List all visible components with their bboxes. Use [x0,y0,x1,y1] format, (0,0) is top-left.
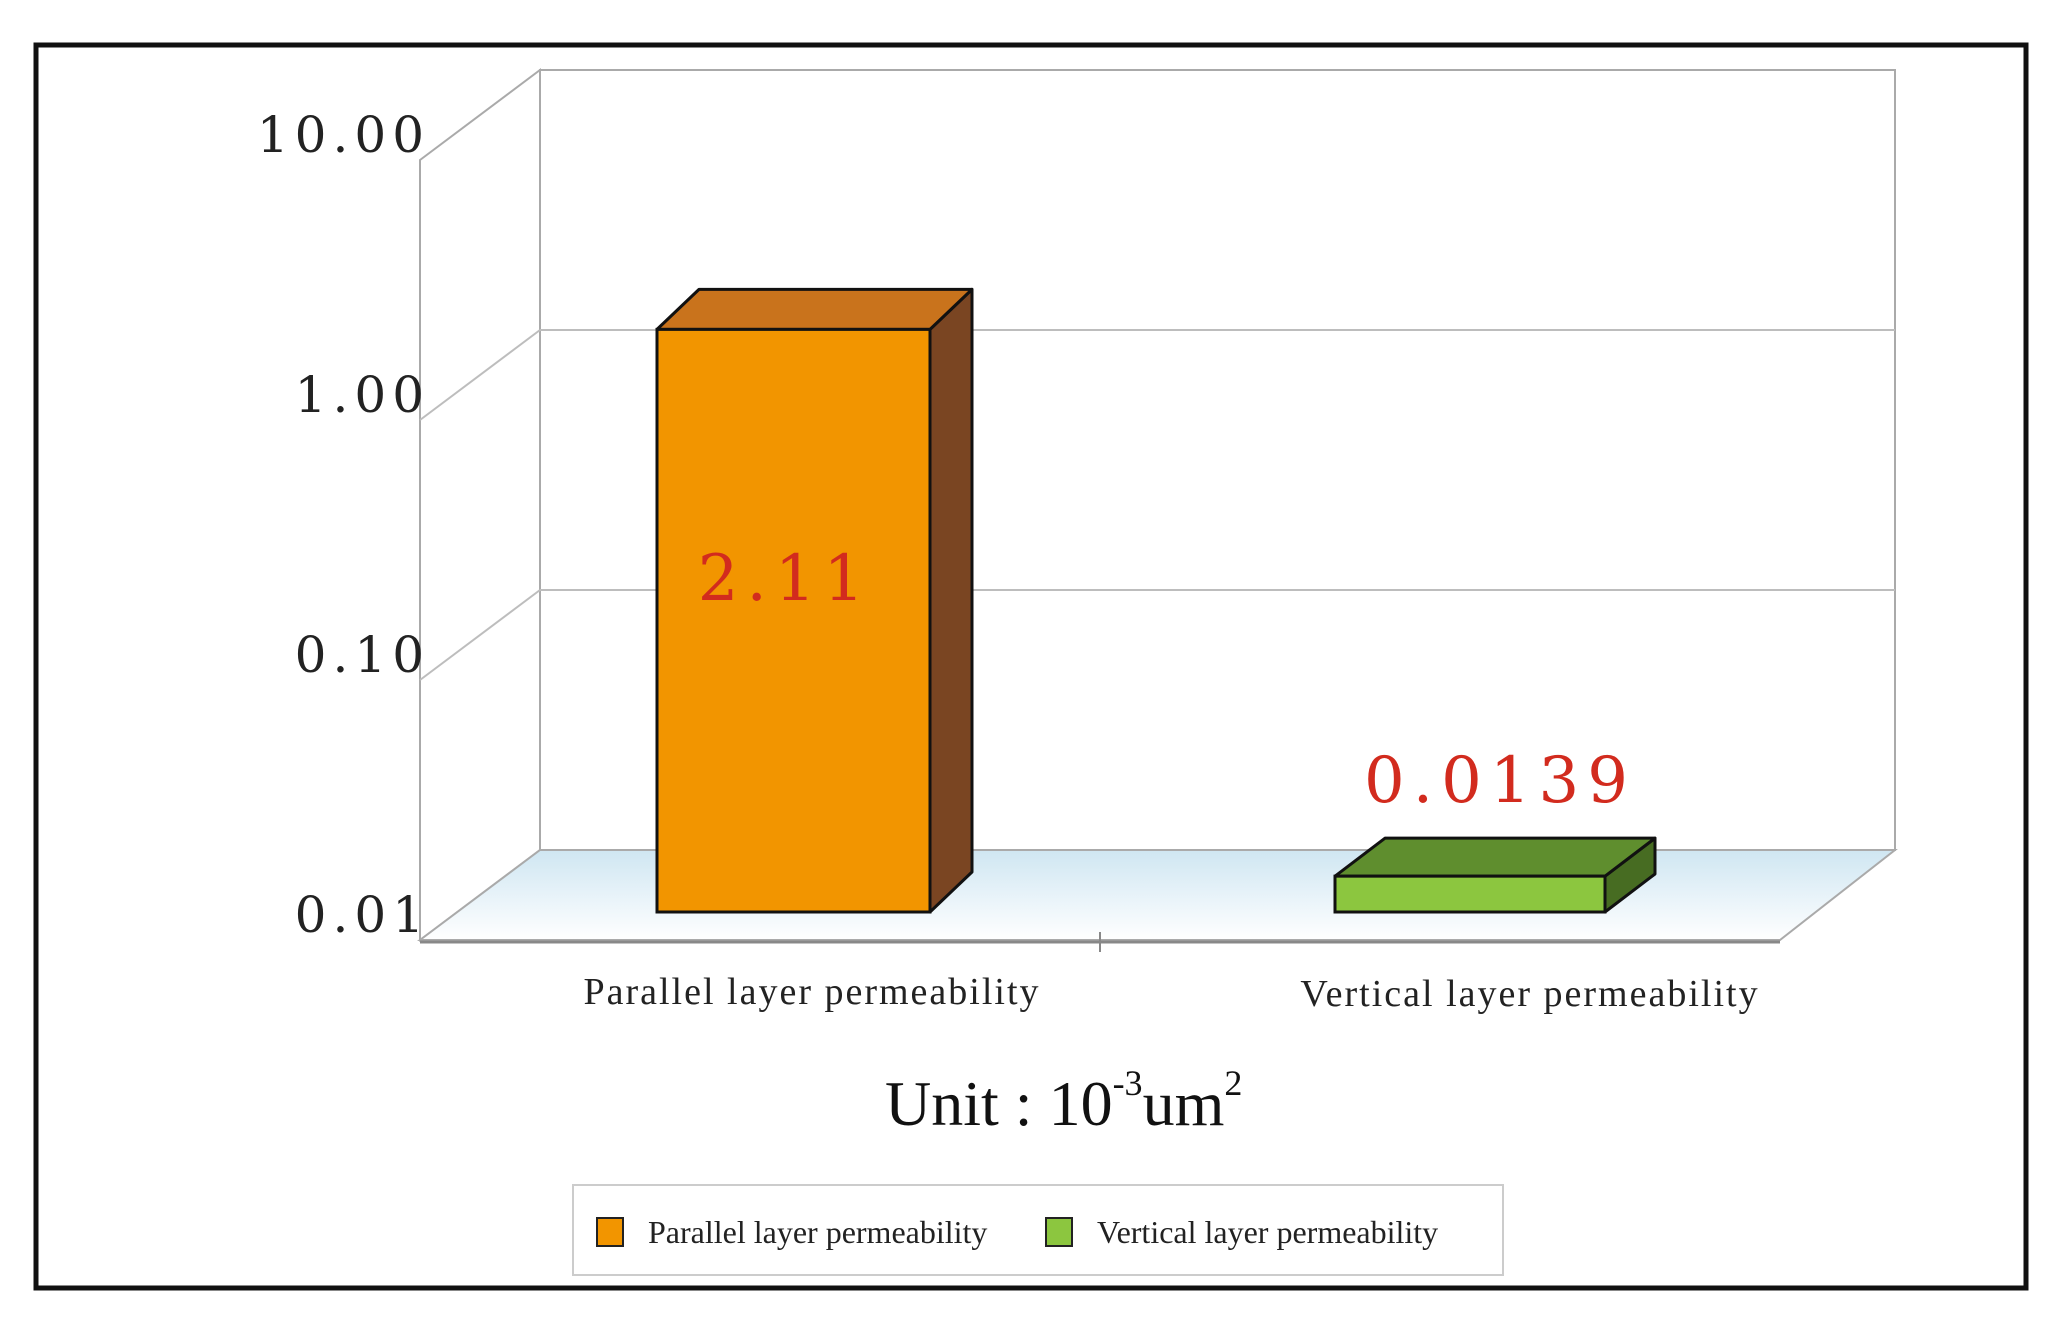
legend-swatch-parallel [596,1217,624,1247]
y-tick-label: 1.00 [295,366,430,424]
bar-vertical [1333,836,1657,914]
y-tick-label: 0.10 [295,626,430,684]
bar-parallel [655,287,974,914]
bar-parallel-front [655,327,932,914]
category-label-parallel: Parallel layer permeability [583,971,1040,1013]
bar-vertical-front [1333,874,1607,914]
bar-parallel-top [655,287,974,331]
value-label-parallel: 2.11 [698,542,873,616]
value-label-vertical: 0.0139 [1364,744,1636,818]
bar-vertical-top [1333,836,1657,878]
unit-prefix: Unit : [885,1068,1049,1139]
legend-label-vertical: Vertical layer permeability [1097,1214,1438,1250]
y-tick-label: 0.01 [295,886,430,944]
gridline-side [419,329,541,421]
unit-label: Unit : 10-3um2 [885,1063,1242,1139]
unit-base: 10 [1049,1068,1113,1139]
unit-middle: um [1143,1068,1225,1139]
legend: Parallel layer permeability Vertical lay… [572,1184,1504,1276]
legend-swatch-vertical [1045,1217,1073,1247]
unit-exp2: 2 [1224,1063,1242,1103]
category-label-vertical: Vertical layer permeability [1300,973,1759,1015]
floor [417,849,1898,941]
gridline-side [419,589,541,681]
bar-parallel-side [928,287,974,914]
bars: 2.11 0.0139 [655,287,1657,914]
unit-exp1: -3 [1113,1063,1143,1103]
chart-frame [33,42,2029,1291]
legend-label-parallel: Parallel layer permeability [648,1214,987,1250]
legend-box [572,1184,1504,1276]
y-tick-label: 10.00 [257,106,430,164]
y-axis: 10.00 1.00 0.10 0.01 [257,106,430,944]
